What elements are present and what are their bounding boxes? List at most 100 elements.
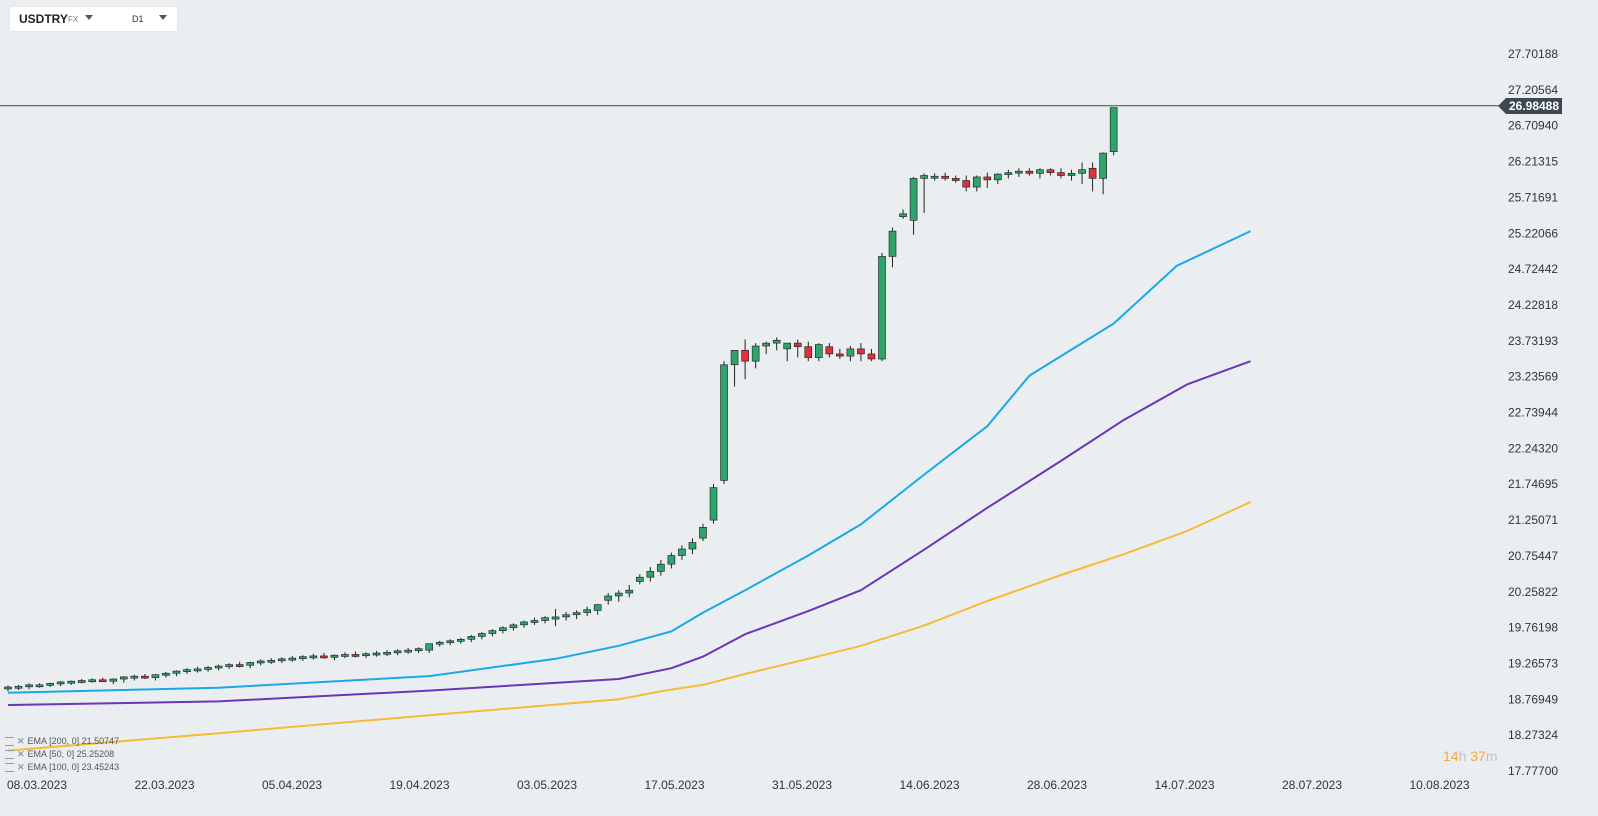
candle[interactable]: [804, 341, 813, 362]
candle[interactable]: [193, 666, 202, 673]
candle[interactable]: [151, 673, 160, 681]
symbol-dropdown-icon[interactable]: [85, 15, 93, 20]
candle[interactable]: [1109, 107, 1118, 156]
candle[interactable]: [562, 611, 570, 621]
candle[interactable]: [320, 653, 328, 659]
candle[interactable]: [393, 649, 402, 656]
candle[interactable]: [25, 683, 33, 690]
candle[interactable]: [288, 655, 297, 662]
candle[interactable]: [930, 173, 939, 181]
candle[interactable]: [941, 172, 949, 181]
candle[interactable]: [846, 345, 855, 362]
candle[interactable]: [141, 673, 149, 680]
remove-icon[interactable]: ✕: [17, 762, 25, 772]
candle[interactable]: [162, 671, 170, 678]
candle[interactable]: [172, 670, 181, 677]
candle[interactable]: [467, 634, 476, 643]
candle[interactable]: [614, 590, 623, 602]
candle[interactable]: [309, 653, 318, 660]
legend-ema-50[interactable]: ✕ EMA [50, 0] 25.25208: [5, 748, 114, 760]
candle[interactable]: [509, 623, 518, 631]
candle[interactable]: [46, 682, 54, 687]
candle[interactable]: [520, 620, 528, 628]
candle[interactable]: [635, 574, 644, 585]
legend-ema-200[interactable]: ✕ EMA [200, 0] 21.50747: [5, 735, 119, 747]
candle[interactable]: [878, 252, 886, 362]
candle[interactable]: [67, 680, 75, 685]
candle[interactable]: [341, 652, 349, 659]
candle[interactable]: [1088, 162, 1097, 192]
candle[interactable]: [214, 664, 223, 671]
candle[interactable]: [951, 175, 960, 183]
candle[interactable]: [1057, 168, 1065, 179]
legend-ema-100[interactable]: ✕ EMA [100, 0] 23.45243: [5, 761, 119, 773]
candle[interactable]: [783, 342, 792, 362]
candle[interactable]: [709, 483, 718, 524]
candle[interactable]: [815, 343, 823, 362]
candle[interactable]: [983, 172, 992, 188]
candle[interactable]: [857, 343, 865, 362]
candle[interactable]: [1078, 162, 1086, 185]
candle[interactable]: [657, 559, 665, 576]
candle[interactable]: [699, 523, 707, 542]
candle[interactable]: [920, 173, 928, 214]
candle[interactable]: [1036, 168, 1044, 179]
candle[interactable]: [572, 610, 581, 620]
candle[interactable]: [688, 538, 697, 555]
candle[interactable]: [762, 341, 770, 354]
symbol-name[interactable]: USDTRY: [19, 12, 68, 26]
candle[interactable]: [425, 643, 434, 654]
candle[interactable]: [77, 679, 86, 684]
candle[interactable]: [488, 629, 497, 637]
candle[interactable]: [351, 651, 360, 658]
candle[interactable]: [551, 608, 560, 627]
candle[interactable]: [678, 545, 686, 560]
candle[interactable]: [593, 603, 602, 615]
candle[interactable]: [825, 343, 834, 358]
candle[interactable]: [1067, 169, 1076, 181]
candle[interactable]: [741, 339, 749, 380]
candle[interactable]: [1025, 168, 1034, 176]
candle[interactable]: [109, 678, 118, 685]
settings-icon[interactable]: [5, 737, 14, 747]
candle[interactable]: [267, 658, 276, 664]
candle[interactable]: [530, 617, 539, 625]
candle[interactable]: [204, 666, 212, 672]
candle[interactable]: [888, 227, 897, 268]
candle[interactable]: [972, 175, 981, 192]
candle[interactable]: [372, 650, 381, 657]
candle[interactable]: [277, 657, 286, 664]
candle[interactable]: [246, 661, 254, 669]
candle[interactable]: [56, 681, 65, 687]
symbol-selector[interactable]: USDTRY FX D1: [10, 7, 177, 31]
candle[interactable]: [1099, 152, 1107, 195]
timeframe-value[interactable]: D1: [132, 14, 144, 24]
candle[interactable]: [120, 676, 128, 683]
settings-icon[interactable]: [5, 763, 14, 773]
candle[interactable]: [625, 585, 634, 598]
candle[interactable]: [383, 650, 391, 656]
candle[interactable]: [646, 567, 655, 582]
candle[interactable]: [720, 361, 728, 484]
remove-icon[interactable]: ✕: [17, 749, 25, 759]
candle[interactable]: [772, 337, 781, 351]
candle[interactable]: [1004, 169, 1013, 179]
candle[interactable]: [994, 173, 1002, 185]
candle[interactable]: [14, 684, 23, 690]
candle[interactable]: [35, 683, 44, 688]
candle[interactable]: [583, 606, 591, 617]
candle[interactable]: [404, 647, 412, 654]
settings-icon[interactable]: [5, 750, 14, 760]
candle[interactable]: [867, 348, 876, 362]
candle[interactable]: [541, 616, 549, 624]
candle[interactable]: [256, 659, 265, 666]
candle[interactable]: [299, 655, 307, 661]
candle[interactable]: [414, 647, 423, 654]
candle[interactable]: [604, 593, 613, 605]
candle[interactable]: [751, 343, 760, 369]
candle[interactable]: [1046, 168, 1055, 176]
candle[interactable]: [183, 668, 191, 674]
candle[interactable]: [1015, 168, 1023, 177]
candle[interactable]: [225, 663, 233, 669]
candle[interactable]: [435, 640, 444, 647]
